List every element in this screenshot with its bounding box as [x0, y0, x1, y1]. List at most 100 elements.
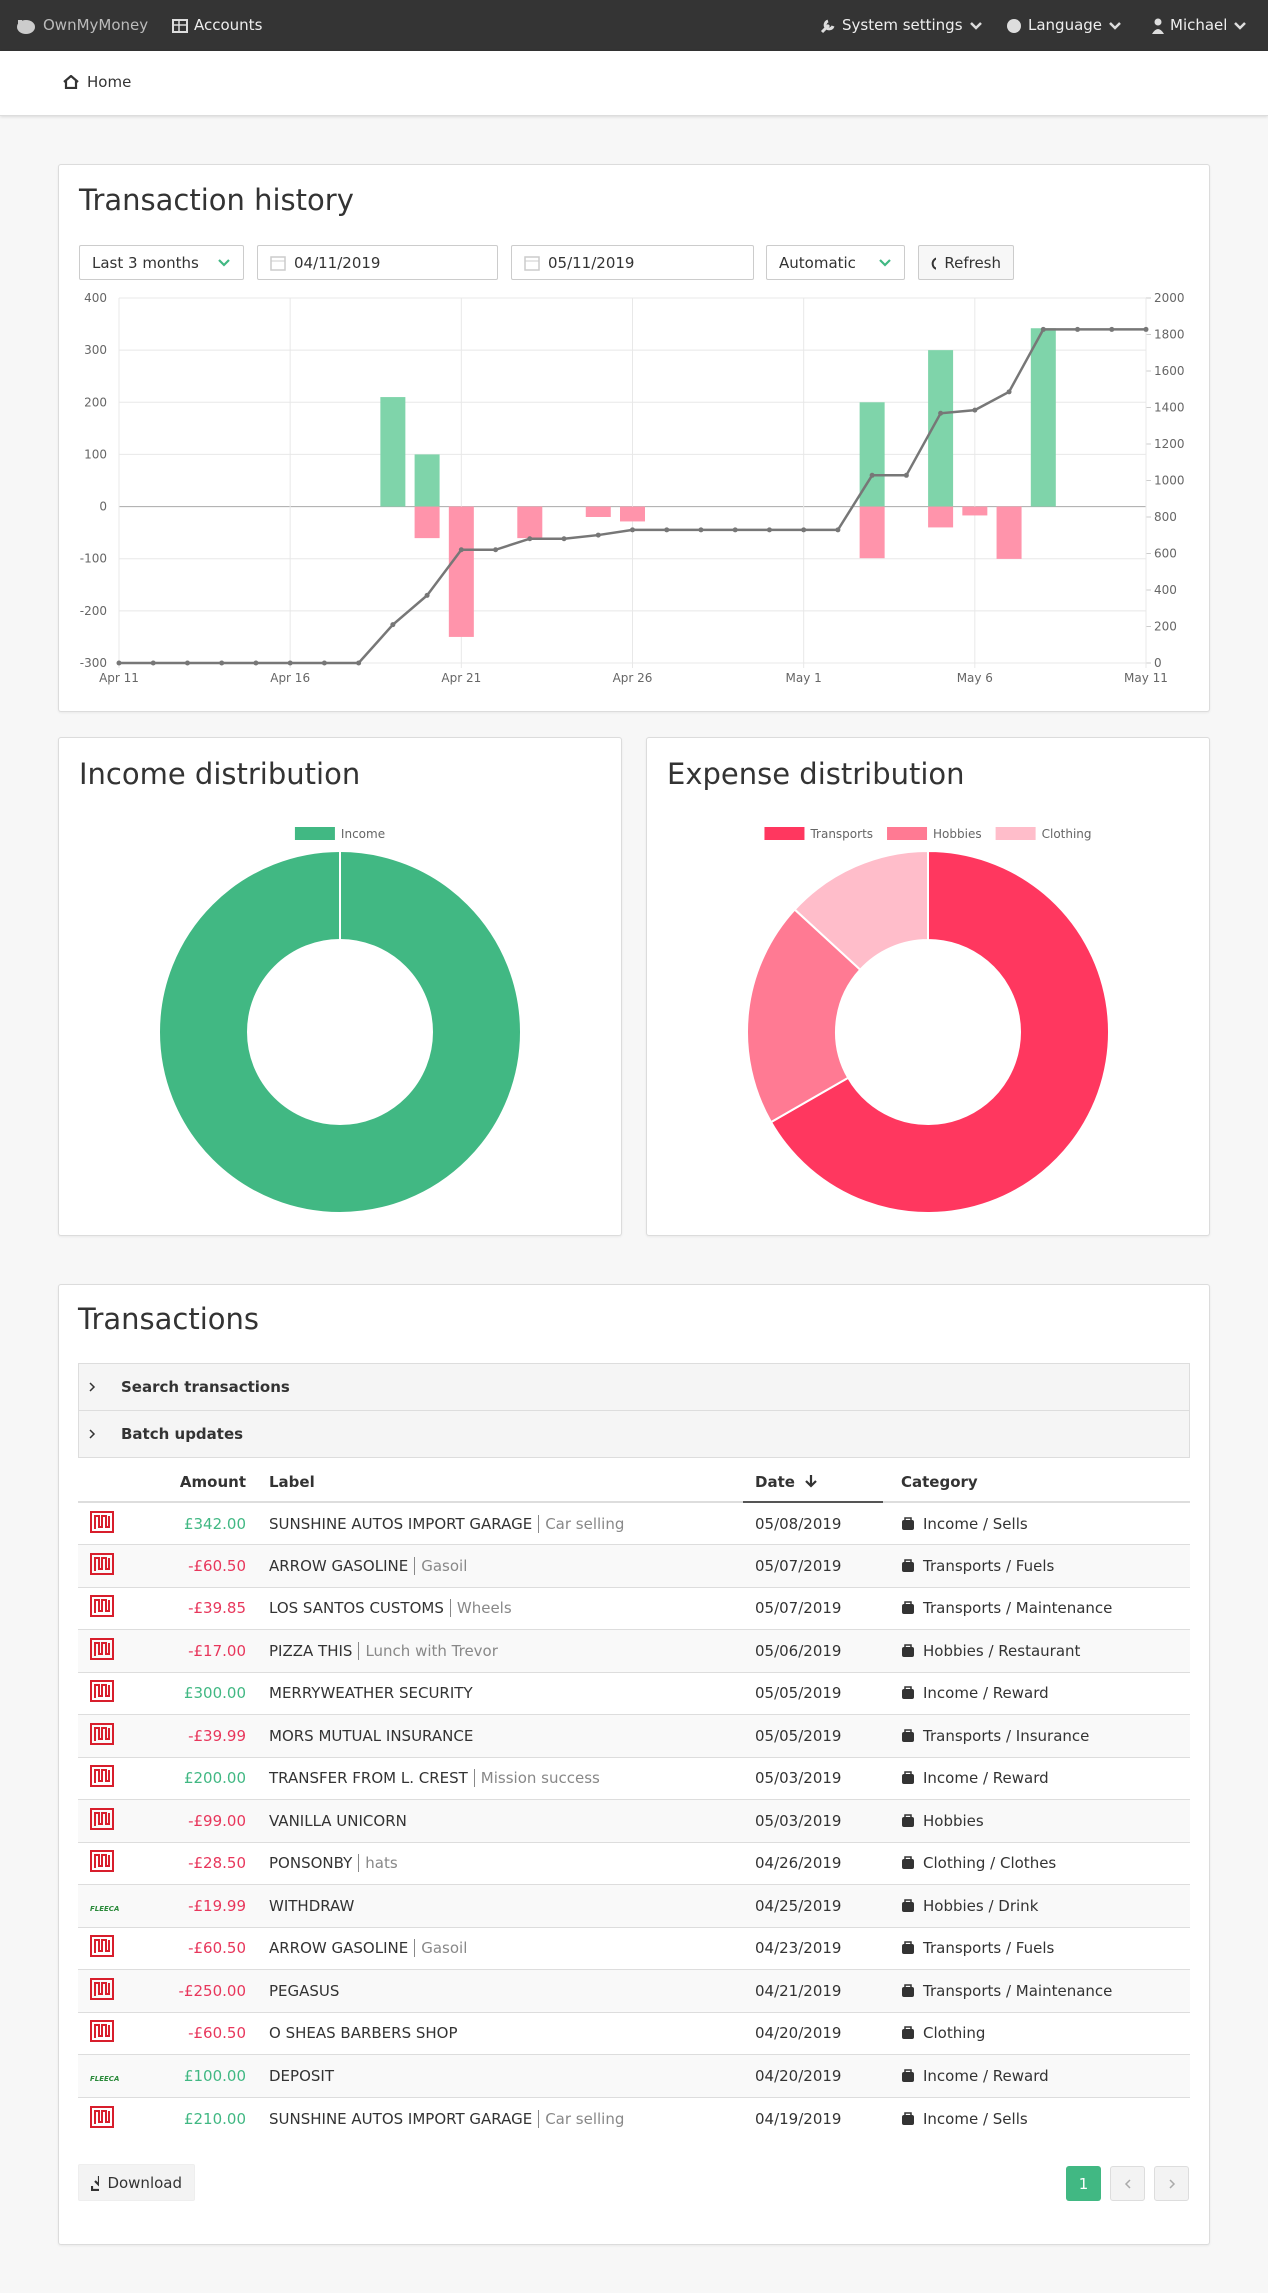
- account-cell: [78, 2096, 128, 2140]
- account-cell: [78, 1629, 128, 1672]
- next-page[interactable]: [1154, 2166, 1189, 2201]
- search-accordion[interactable]: Search transactions: [78, 1363, 1190, 1411]
- home-link[interactable]: Home: [63, 73, 131, 91]
- amount-cell: -£99.00: [128, 1799, 254, 1842]
- label-note: Lunch with Trevor: [358, 1641, 498, 1660]
- category-icon: [902, 1814, 914, 1827]
- label-note: Car selling: [538, 2109, 625, 2128]
- account-cell: [78, 1926, 128, 1970]
- language-menu[interactable]: Language: [1006, 0, 1122, 51]
- x-tick-label: May 11: [1124, 671, 1168, 685]
- navbar: OwnMyMoney Accounts System settings Lang…: [0, 0, 1268, 51]
- label-text: PEGASUS: [269, 1981, 340, 2000]
- bank-logo: [90, 1722, 114, 1745]
- date-header[interactable]: Date: [743, 1462, 883, 1503]
- end-date-text: 05/11/2019: [548, 253, 635, 272]
- user-icon: [1152, 18, 1164, 34]
- brand[interactable]: OwnMyMoney: [15, 0, 148, 51]
- balance-point: [1109, 326, 1115, 332]
- account-cell: [78, 1586, 128, 1630]
- accounts-link[interactable]: Accounts: [172, 0, 262, 51]
- calendar-icon: [270, 255, 286, 271]
- amount-header[interactable]: Amount: [128, 1462, 254, 1503]
- label-header[interactable]: Label: [254, 1462, 743, 1503]
- category-cell: Income / Sells: [883, 1501, 1190, 1545]
- label-cell: PEGASUS: [254, 1969, 743, 2012]
- balance-point: [869, 472, 875, 478]
- bank-logo: [90, 1850, 114, 1873]
- amount-cell: £342.00: [128, 1501, 254, 1545]
- chevron: [89, 1382, 96, 1392]
- bar: [928, 506, 954, 528]
- account-cell: [78, 1544, 128, 1587]
- transactions-table: Amount Label Date Category £342.00 SUNSHI…: [78, 1462, 1190, 2140]
- prev-page[interactable]: [1110, 2166, 1145, 2201]
- system-settings-menu[interactable]: System settings: [820, 0, 983, 51]
- balance-point: [698, 527, 704, 533]
- account-cell: [78, 1671, 128, 1715]
- category-text: Income / Sells: [923, 2109, 1028, 2128]
- grouping-select[interactable]: Automatic: [766, 245, 905, 280]
- y2-tick-label: 1400: [1154, 401, 1185, 415]
- category-cell: Income / Reward: [883, 1671, 1190, 1715]
- transaction-row: FLEECA -£19.99 WITHDRAW 04/25/2019 Hobbies /…: [78, 1884, 1190, 1927]
- y-tick-label: 0: [99, 500, 107, 514]
- balance-point: [287, 660, 293, 666]
- category-cell: Clothing: [883, 2011, 1190, 2055]
- category-header[interactable]: Category: [883, 1462, 1190, 1503]
- refresh-button[interactable]: Refresh: [918, 245, 1014, 280]
- download-text: Download: [107, 2173, 182, 2192]
- search-text: Search transactions: [121, 1378, 290, 1396]
- transaction-row: £210.00 SUNSHINE AUTOS IMPORT GARAGE Car s…: [78, 2096, 1190, 2140]
- start-date-input[interactable]: 04/11/2019: [257, 245, 498, 280]
- category-cell: Transports / Fuels: [883, 1926, 1190, 1970]
- user-menu[interactable]: Michael: [1152, 0, 1247, 51]
- balance-point: [527, 536, 533, 542]
- y2-tick-label: 800: [1154, 510, 1177, 524]
- transaction-row: £200.00 TRANSFER FROM L. CREST Mission suc…: [78, 1756, 1190, 1800]
- date-cell: 05/03/2019: [743, 1756, 883, 1800]
- amount-cell: £100.00: [128, 2054, 254, 2097]
- balance-point: [321, 660, 327, 666]
- label-text: MERRYWEATHER SECURITY: [269, 1684, 473, 1703]
- page-button[interactable]: 1: [1066, 2166, 1101, 2201]
- download-button[interactable]: Download: [78, 2164, 195, 2201]
- end-date-input[interactable]: 05/11/2019: [511, 245, 754, 280]
- y-tick-label: -300: [80, 656, 107, 670]
- bank-logo: [90, 1807, 114, 1830]
- batch-accordion[interactable]: Batch updates: [78, 1410, 1190, 1458]
- amount-cell: £210.00: [128, 2096, 254, 2140]
- label-text: VANILLA UNICORN: [269, 1811, 407, 1830]
- date-cell: 05/06/2019: [743, 1629, 883, 1672]
- transaction-row: £300.00 MERRYWEATHER SECURITY 05/05/2019 In…: [78, 1671, 1190, 1715]
- brand-text: OwnMyMoney: [43, 16, 149, 34]
- category-text: Income / Reward: [923, 1769, 1049, 1788]
- category-text: Transports / Maintenance: [923, 1599, 1113, 1618]
- bank-logo: [90, 1552, 114, 1575]
- category-icon: [902, 1516, 914, 1530]
- x-tick-label: Apr 11: [99, 671, 139, 685]
- label-cell: PIZZA THIS Lunch with Trevor: [254, 1629, 743, 1672]
- balance-point: [801, 527, 807, 533]
- period-select[interactable]: Last 3 months: [79, 245, 244, 280]
- label-cell: MERRYWEATHER SECURITY: [254, 1671, 743, 1715]
- bar: [448, 506, 474, 637]
- bar: [962, 506, 988, 516]
- x-tick-label: Apr 16: [270, 671, 310, 685]
- bank-logo: [90, 1680, 114, 1703]
- label-text: PONSONBY: [269, 1854, 353, 1873]
- label-text: MORS MUTUAL INSURANCE: [269, 1726, 474, 1745]
- slice: [746, 908, 862, 1124]
- category-icon: [902, 1729, 914, 1742]
- date-cell: 04/21/2019: [743, 1969, 883, 2012]
- category-text: Income / Reward: [923, 1684, 1049, 1703]
- balance-point: [424, 592, 430, 598]
- amount-cell: -£60.50: [128, 2011, 254, 2055]
- x-tick-label: Apr 21: [441, 671, 481, 685]
- history-chart: -300 -200 -100 0 100 200 300 400 0 200 400 600 800 10…: [80, 291, 1185, 685]
- category-cell: Hobbies / Drink: [883, 1884, 1190, 1927]
- y-tick-label: 200: [84, 395, 107, 409]
- balance-point: [664, 527, 670, 533]
- category-icon: [902, 1686, 914, 1700]
